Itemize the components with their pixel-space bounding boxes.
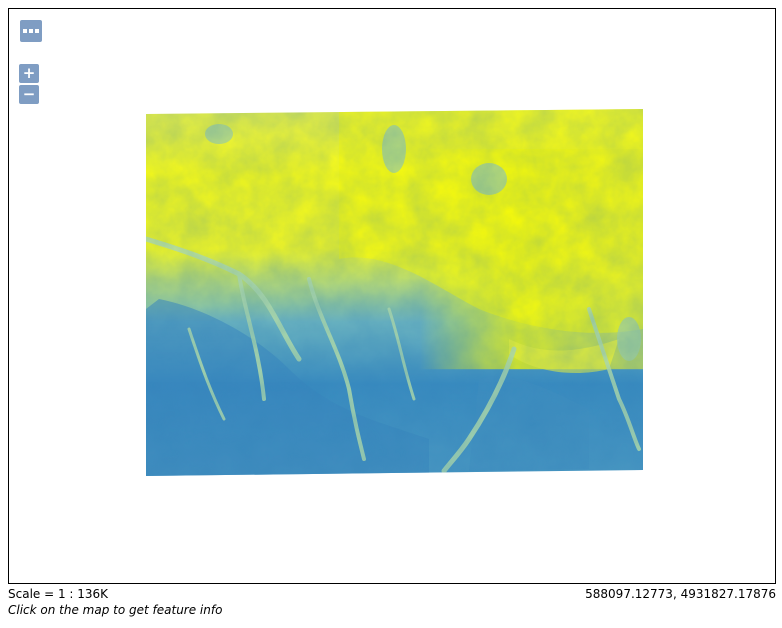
scale-readout: Scale = 1 : 136K bbox=[8, 587, 109, 601]
raster-extent bbox=[146, 109, 643, 476]
zoom-in-button[interactable]: + bbox=[19, 64, 39, 83]
map-viewport[interactable]: + − bbox=[8, 8, 776, 584]
ellipsis-icon bbox=[23, 29, 27, 33]
feature-info-hint: Click on the map to get feature info bbox=[8, 603, 223, 617]
ellipsis-icon bbox=[29, 29, 33, 33]
zoom-out-button[interactable]: − bbox=[19, 85, 39, 104]
ellipsis-icon bbox=[35, 29, 39, 33]
mouse-coordinates: 588097.12773, 4931827.17876 bbox=[585, 587, 776, 601]
elevation-raster-layer[interactable] bbox=[9, 9, 775, 583]
layer-switcher-button[interactable] bbox=[20, 20, 42, 42]
